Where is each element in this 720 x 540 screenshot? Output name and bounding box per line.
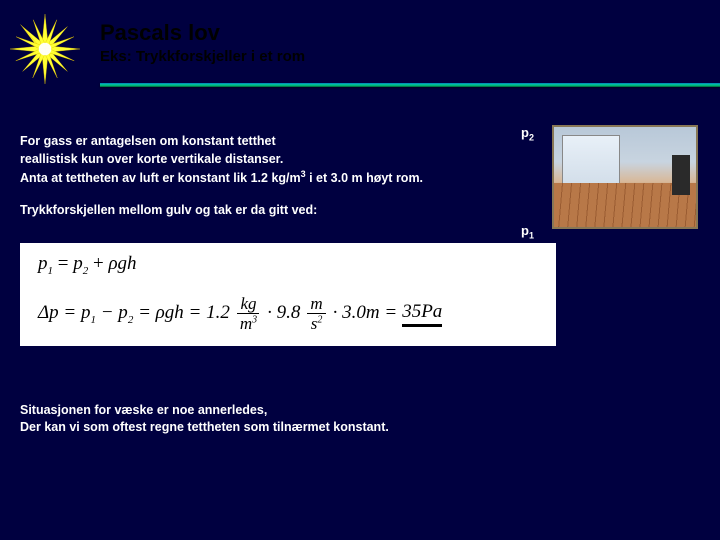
para1-line3a: Anta at tettheten av luft er konstant li… [20,171,301,185]
footer-line1: Situasjonen for væske er noe annerledes, [20,403,267,417]
pressure-label-p2: p2 [521,125,534,143]
result-value: 35Pa [402,301,442,325]
equation-box: p1 = p2 + ρgh Δp = p1 − p2 = ρgh = 1.2 k… [20,243,556,346]
starburst-icon [10,14,80,84]
room-floor [554,183,696,227]
slide-title: Pascals lov [100,20,720,46]
footer-line2: Der kan vi som oftest regne tettheten so… [20,420,389,434]
slide-subtitle: Eks: Trykkforskjeller i et rom [100,48,720,65]
para1-line2: reallistisk kun over korte vertikale dis… [20,152,283,166]
para1-line3b: i et 3.0 m høyt rom. [306,171,423,185]
para1-line1: For gass er antagelsen om konstant tetth… [20,134,276,148]
slide-header: Pascals lov Eks: Trykkforskjeller i et r… [0,0,720,95]
room-image [552,125,698,229]
equation-2: Δp = p1 − p2 = ρgh = 1.2 kg m3 · 9.8 m s… [38,295,538,332]
fraction-kg-m3: kg m3 [237,295,260,332]
fraction-m-s2: m s2 [307,295,325,332]
slide-content: For gass er antagelsen om konstant tetth… [0,95,720,437]
equation-1: p1 = p2 + ρgh [38,253,538,277]
footer-paragraph: Situasjonen for væske er noe annerledes,… [20,402,700,437]
pressure-label-p1: p1 [521,223,534,241]
header-rule [100,83,720,87]
eq2-lhs: Δp = p1 − p2 = ρgh = 1.2 [38,302,230,326]
